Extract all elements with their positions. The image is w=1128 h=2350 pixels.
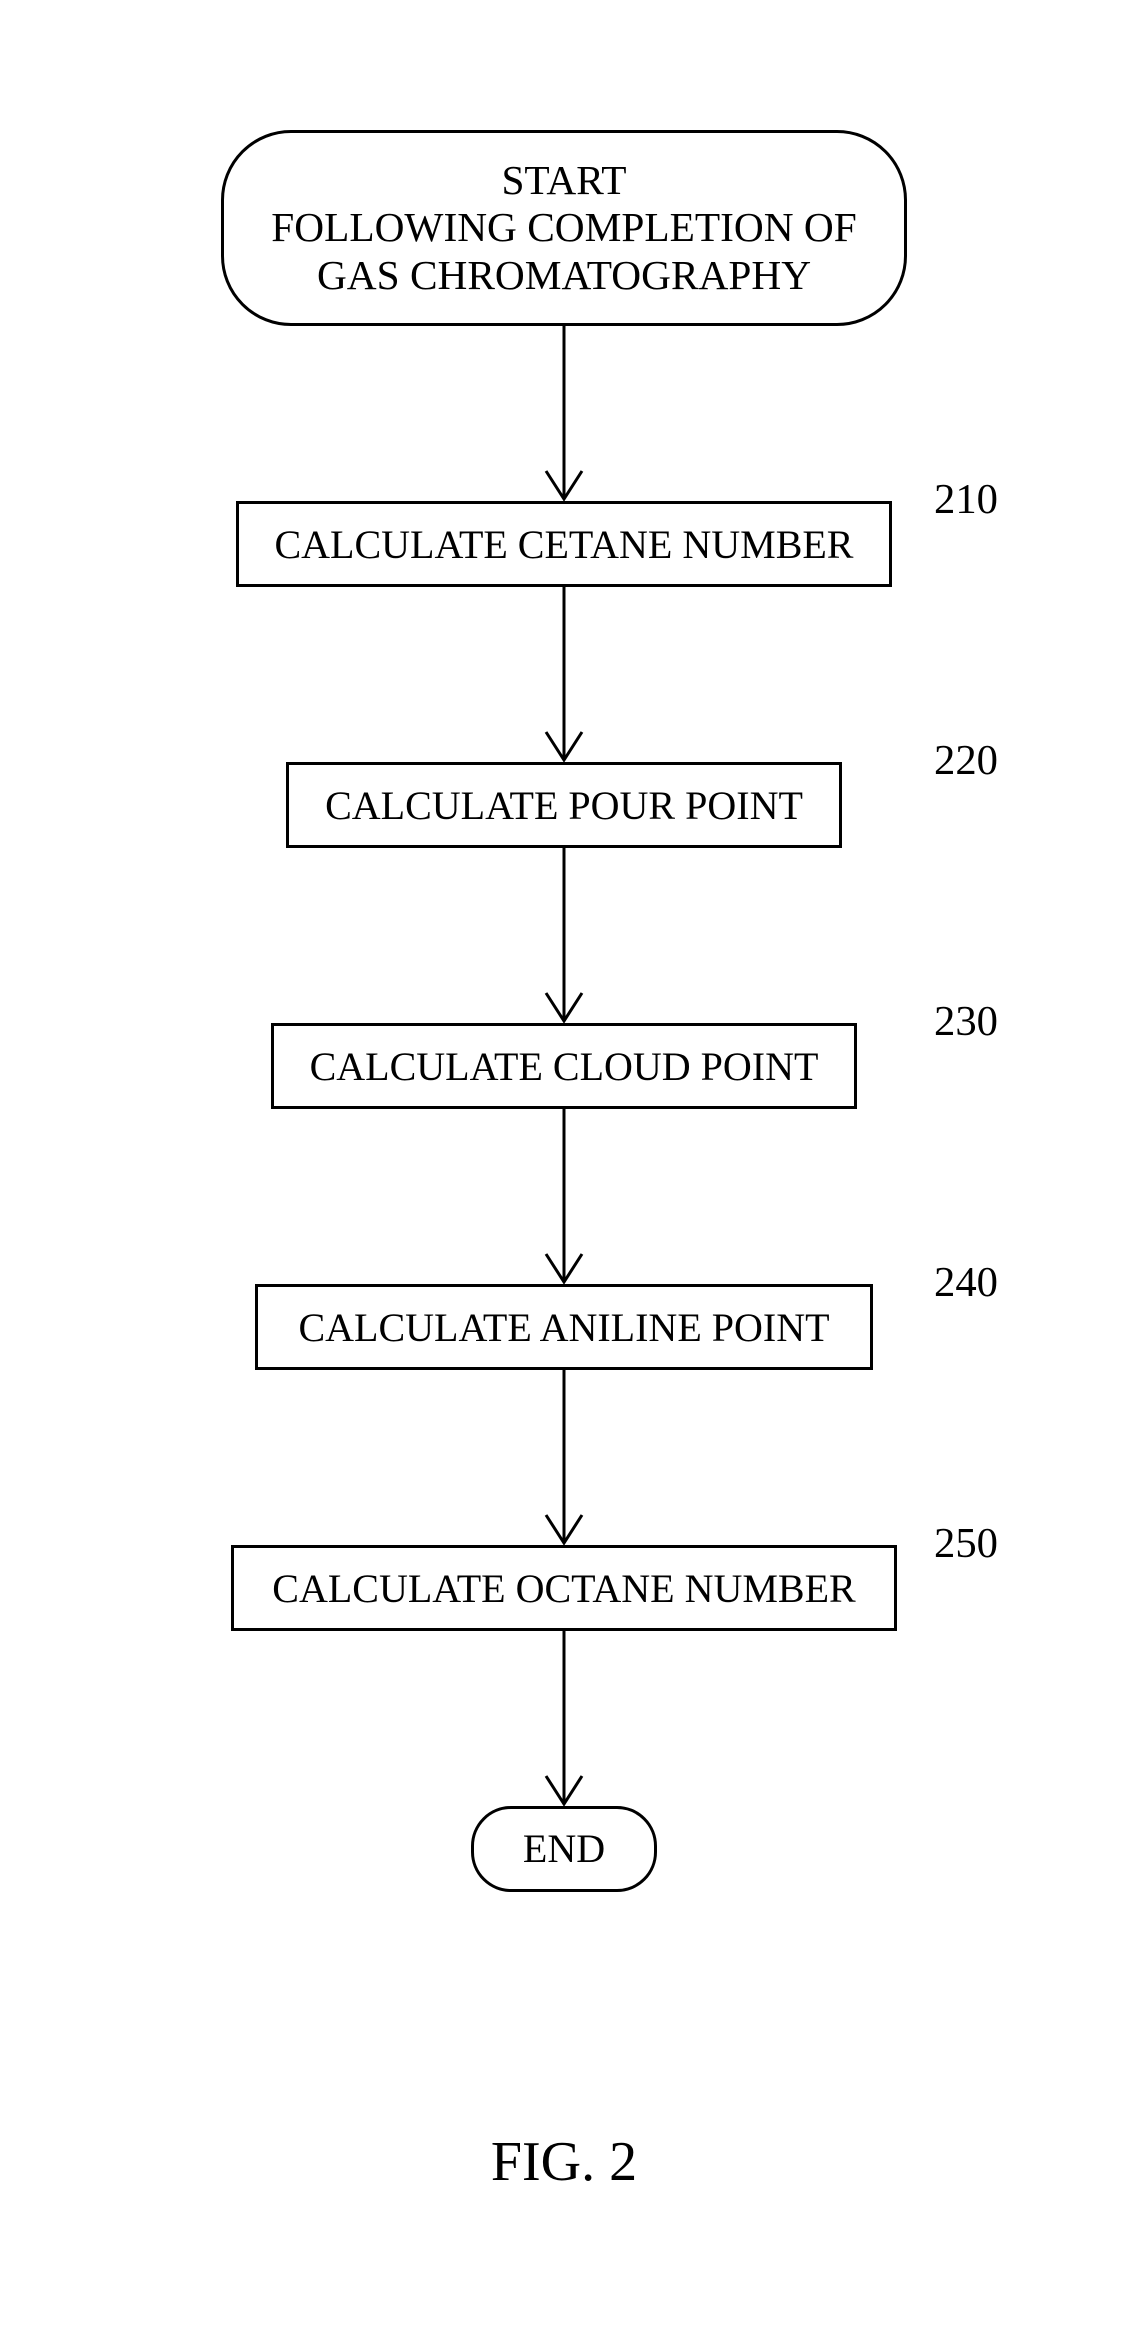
process-step-label: CALCULATE CETANE NUMBER — [274, 521, 853, 568]
step-ref-number: 240 — [934, 1258, 998, 1307]
flow-arrow — [539, 1370, 589, 1545]
process-step-label: CALCULATE ANILINE POINT — [298, 1304, 829, 1351]
end-label: END — [523, 1826, 605, 1872]
process-step-label: CALCULATE POUR POINT — [325, 782, 803, 829]
start-line-3: GAS CHROMATOGRAPHY — [317, 252, 811, 300]
process-step-label: CALCULATE CLOUD POINT — [310, 1043, 819, 1090]
process-step: CALCULATE CETANE NUMBER — [236, 501, 892, 587]
flow-arrow — [539, 587, 589, 762]
step-ref-number: 250 — [934, 1519, 998, 1568]
start-line-1: START — [501, 157, 626, 205]
process-step-label: CALCULATE OCTANE NUMBER — [272, 1565, 855, 1612]
process-step: CALCULATE OCTANE NUMBER — [231, 1545, 897, 1631]
figure-caption: FIG. 2 — [491, 2130, 637, 2194]
step-ref-number: 220 — [934, 736, 998, 785]
flow-arrow — [539, 848, 589, 1023]
step-ref-number: 230 — [934, 997, 998, 1046]
flow-arrow — [539, 326, 589, 501]
end-terminator: END — [471, 1806, 657, 1892]
process-step: CALCULATE CLOUD POINT — [271, 1023, 857, 1109]
process-step: CALCULATE POUR POINT — [286, 762, 842, 848]
step-ref-number: 210 — [934, 475, 998, 524]
flowchart: STARTFOLLOWING COMPLETION OFGAS CHROMATO… — [221, 130, 907, 1892]
process-step: CALCULATE ANILINE POINT — [255, 1284, 873, 1370]
flow-arrow — [539, 1109, 589, 1284]
flow-arrow — [539, 1631, 589, 1806]
start-line-2: FOLLOWING COMPLETION OF — [271, 204, 856, 252]
figure-caption-text: FIG. 2 — [491, 2131, 637, 2193]
start-terminator: STARTFOLLOWING COMPLETION OFGAS CHROMATO… — [221, 130, 907, 326]
